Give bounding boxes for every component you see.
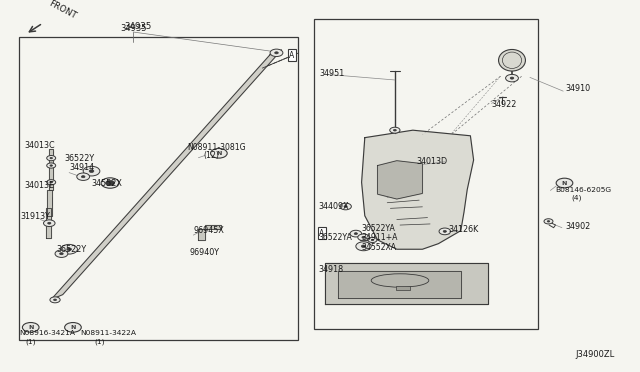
Circle shape (356, 242, 371, 251)
Text: 34013D: 34013D (416, 157, 447, 166)
Circle shape (47, 222, 51, 224)
Circle shape (443, 230, 447, 232)
Circle shape (47, 155, 56, 161)
Circle shape (50, 182, 52, 183)
Text: 31913Y: 31913Y (20, 212, 51, 221)
Polygon shape (47, 190, 52, 216)
Ellipse shape (499, 49, 525, 71)
Text: (1): (1) (95, 338, 106, 345)
Circle shape (106, 180, 115, 186)
Polygon shape (338, 271, 461, 298)
Text: B08146-6205G: B08146-6205G (556, 187, 612, 193)
Bar (314, 19, 538, 329)
Text: 34918: 34918 (319, 265, 344, 274)
Text: A: A (289, 51, 294, 60)
Circle shape (344, 205, 348, 208)
Text: 36522YA: 36522YA (319, 233, 353, 242)
Circle shape (55, 250, 68, 257)
Circle shape (354, 232, 358, 235)
Text: 34914: 34914 (69, 163, 94, 171)
Text: 34552X: 34552X (92, 179, 122, 187)
Text: N: N (562, 180, 567, 186)
Circle shape (371, 239, 374, 241)
Circle shape (108, 182, 113, 185)
Circle shape (439, 228, 451, 235)
Polygon shape (378, 161, 422, 199)
Circle shape (275, 52, 278, 54)
Text: 34409X: 34409X (318, 202, 349, 211)
Text: 34951: 34951 (319, 69, 344, 78)
Text: J34900ZL: J34900ZL (575, 350, 614, 359)
Circle shape (50, 165, 52, 166)
Circle shape (101, 178, 119, 188)
Text: 34935: 34935 (124, 22, 151, 31)
Text: 96940Y: 96940Y (189, 248, 220, 257)
Polygon shape (49, 149, 53, 190)
Text: N08916-3421A: N08916-3421A (19, 330, 76, 336)
Circle shape (77, 173, 90, 180)
Circle shape (44, 220, 55, 227)
Text: 34911+A: 34911+A (361, 233, 397, 242)
Text: 34922: 34922 (492, 100, 517, 109)
Text: 36522Y: 36522Y (56, 245, 86, 254)
Circle shape (547, 221, 550, 222)
Polygon shape (46, 208, 51, 238)
Text: 36522Y: 36522Y (64, 154, 94, 163)
Circle shape (81, 176, 85, 178)
Text: N: N (28, 325, 33, 330)
Circle shape (506, 74, 518, 82)
Text: (12): (12) (204, 151, 220, 160)
Text: 34902: 34902 (565, 222, 590, 231)
Polygon shape (51, 50, 282, 299)
Text: (1): (1) (26, 338, 36, 345)
Circle shape (67, 248, 72, 251)
Circle shape (47, 163, 56, 168)
Circle shape (358, 234, 369, 241)
Text: 34910: 34910 (565, 84, 590, 93)
Text: 34013C: 34013C (24, 141, 55, 150)
Circle shape (61, 244, 77, 254)
Text: (4): (4) (572, 195, 582, 201)
Circle shape (89, 170, 94, 173)
Circle shape (368, 237, 377, 243)
Text: N: N (70, 325, 76, 330)
Circle shape (362, 245, 365, 247)
Circle shape (50, 297, 60, 303)
Bar (396, 286, 410, 290)
Text: 36522YA: 36522YA (361, 224, 395, 233)
Circle shape (54, 299, 56, 301)
Polygon shape (325, 263, 488, 304)
Text: N08911-3422A: N08911-3422A (80, 330, 136, 336)
Circle shape (211, 148, 227, 158)
Text: 96945X: 96945X (194, 226, 225, 235)
Circle shape (394, 129, 396, 131)
Bar (19, 37, 298, 340)
Polygon shape (362, 130, 474, 249)
Polygon shape (198, 225, 221, 240)
Text: N: N (216, 151, 221, 156)
Circle shape (50, 157, 52, 159)
Circle shape (362, 236, 365, 238)
Circle shape (83, 166, 100, 176)
Circle shape (544, 219, 553, 224)
Text: 34013E: 34013E (24, 182, 54, 190)
Circle shape (390, 127, 400, 133)
Circle shape (60, 253, 63, 255)
Text: 34935: 34935 (120, 24, 147, 33)
Circle shape (340, 203, 351, 210)
Text: 34126K: 34126K (448, 225, 478, 234)
Text: A: A (319, 229, 324, 238)
Text: N08911-3081G: N08911-3081G (187, 143, 246, 152)
Circle shape (556, 178, 573, 188)
Text: 34552XA: 34552XA (361, 243, 396, 252)
Circle shape (22, 323, 39, 332)
Circle shape (270, 49, 283, 57)
Text: FRONT: FRONT (47, 0, 78, 21)
Circle shape (47, 180, 56, 185)
Circle shape (510, 77, 514, 79)
Circle shape (350, 230, 362, 237)
Circle shape (65, 323, 81, 332)
